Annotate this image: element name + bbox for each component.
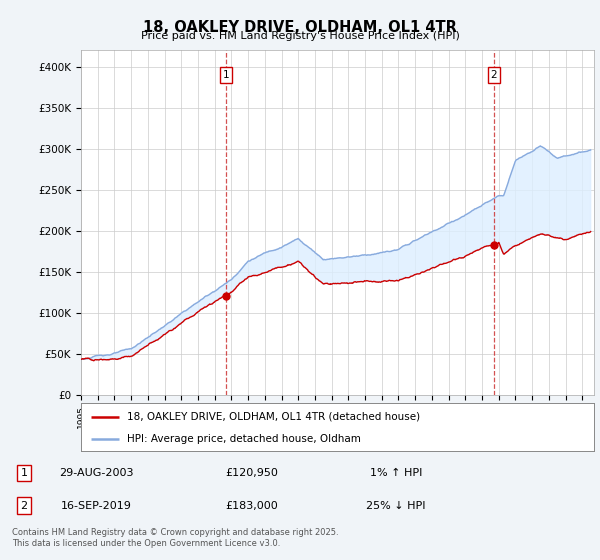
Text: 16-SEP-2019: 16-SEP-2019 [61, 501, 131, 511]
Text: 29-AUG-2003: 29-AUG-2003 [59, 468, 133, 478]
Text: 18, OAKLEY DRIVE, OLDHAM, OL1 4TR (detached house): 18, OAKLEY DRIVE, OLDHAM, OL1 4TR (detac… [127, 412, 420, 422]
Text: 1% ↑ HPI: 1% ↑ HPI [370, 468, 422, 478]
Text: 18, OAKLEY DRIVE, OLDHAM, OL1 4TR: 18, OAKLEY DRIVE, OLDHAM, OL1 4TR [143, 20, 457, 35]
Text: 1: 1 [20, 468, 28, 478]
Text: Contains HM Land Registry data © Crown copyright and database right 2025.
This d: Contains HM Land Registry data © Crown c… [12, 528, 338, 548]
Text: HPI: Average price, detached house, Oldham: HPI: Average price, detached house, Oldh… [127, 434, 361, 444]
Text: 25% ↓ HPI: 25% ↓ HPI [366, 501, 426, 511]
Text: 2: 2 [491, 70, 497, 80]
Text: 1: 1 [223, 70, 229, 80]
Text: Price paid vs. HM Land Registry's House Price Index (HPI): Price paid vs. HM Land Registry's House … [140, 31, 460, 41]
Text: 2: 2 [20, 501, 28, 511]
Text: £120,950: £120,950 [226, 468, 278, 478]
Text: £183,000: £183,000 [226, 501, 278, 511]
